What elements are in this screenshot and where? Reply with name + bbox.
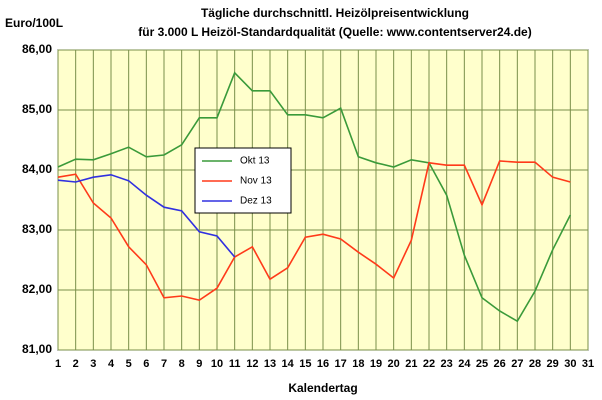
x-tick-label: 7 [161,358,167,370]
x-tick-label: 31 [582,358,594,370]
y-tick-label: 81,00 [22,342,52,356]
x-tick-label: 17 [335,358,347,370]
x-tick-label: 10 [211,358,223,370]
x-tick-label: 2 [73,358,79,370]
x-tick-label: 24 [458,358,471,370]
x-tick-label: 14 [282,358,295,370]
y-tick-label: 82,00 [22,282,52,296]
legend-label: Nov 13 [240,176,272,187]
chart-title: Tägliche durchschnittl. Heizölpreisentwi… [201,6,469,20]
x-tick-label: 6 [143,358,149,370]
x-tick-label: 5 [126,358,132,370]
x-tick-label: 27 [511,358,523,370]
legend-label: Dez 13 [240,196,272,207]
x-tick-label: 23 [441,358,453,370]
x-tick-label: 3 [90,358,96,370]
x-tick-label: 28 [529,358,541,370]
x-tick-label: 16 [317,358,329,370]
x-tick-label: 22 [423,358,435,370]
x-tick-label: 29 [547,358,559,370]
x-tick-label: 20 [388,358,400,370]
x-tick-label: 21 [405,358,417,370]
x-tick-label: 8 [179,358,185,370]
y-tick-label: 86,00 [22,42,52,56]
x-tick-label: 18 [352,358,364,370]
y-tick-label: 85,00 [22,102,52,116]
x-tick-label: 11 [229,358,241,370]
x-tick-label: 30 [564,358,576,370]
x-tick-label: 1 [55,358,61,370]
legend-label: Okt 13 [240,156,270,167]
series-line [57,71,572,323]
x-axis-label: Kalendertag [288,381,357,395]
x-tick-label: 19 [370,358,382,370]
x-tick-label: 25 [476,358,488,370]
x-tick-label: 15 [299,358,311,370]
series-line [57,160,571,302]
x-tick-label: 4 [108,358,115,370]
series-line [57,173,236,258]
y-tick-label: 84,00 [22,162,52,176]
x-tick-label: 26 [494,358,506,370]
y-axis-label: Euro/100L [5,16,63,30]
chart-subtitle: für 3.000 L Heizöl-Standardqualität (Que… [138,25,531,39]
x-tick-label: 13 [264,358,276,370]
y-tick-label: 83,00 [22,222,52,236]
x-tick-label: 12 [246,358,258,370]
x-tick-label: 9 [196,358,202,370]
